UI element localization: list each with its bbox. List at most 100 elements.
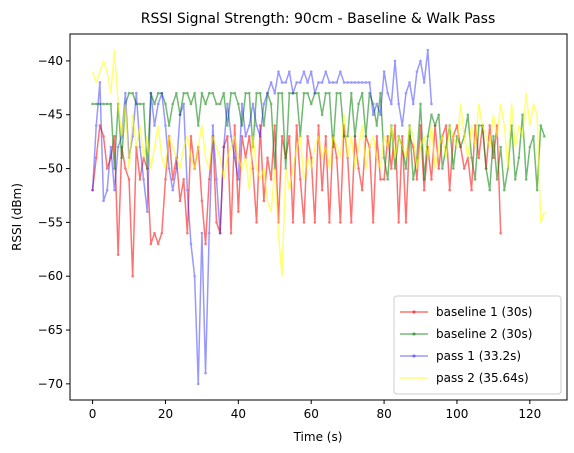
- data-point: [218, 102, 222, 106]
- data-point: [240, 124, 244, 127]
- data-point: [517, 156, 521, 160]
- data-point: [375, 124, 379, 127]
- data-point: [182, 178, 185, 181]
- data-point: [94, 102, 98, 106]
- data-point: [535, 188, 539, 192]
- data-point: [455, 124, 459, 127]
- data-point: [320, 188, 324, 192]
- data-point: [342, 81, 346, 84]
- data-point: [277, 91, 280, 95]
- data-point: [448, 188, 451, 192]
- data-point: [229, 134, 233, 138]
- data-point: [426, 48, 430, 52]
- data-point: [240, 102, 244, 106]
- data-point: [113, 167, 116, 170]
- data-point: [488, 188, 492, 192]
- x-axis: 0 20 40 60 80 100 120: [89, 400, 541, 421]
- data-point: [288, 70, 291, 73]
- data-point: [91, 188, 94, 192]
- data-point: [262, 102, 266, 106]
- data-point: [513, 178, 517, 181]
- data-point: [193, 274, 196, 278]
- data-point: [320, 81, 324, 84]
- data-point: [437, 167, 441, 170]
- data-point: [375, 134, 379, 138]
- data-point: [255, 124, 258, 127]
- data-point: [131, 134, 134, 138]
- data-point: [153, 124, 156, 127]
- data-point: [353, 134, 357, 138]
- data-point: [309, 70, 313, 73]
- data-point: [484, 167, 488, 170]
- data-point: [324, 70, 328, 73]
- data-point: [452, 167, 455, 170]
- data-point: [382, 70, 386, 73]
- data-point: [105, 167, 109, 170]
- data-point: [196, 124, 200, 127]
- x-tick-label: 120: [518, 407, 541, 421]
- data-point: [222, 145, 226, 149]
- data-point: [302, 91, 306, 95]
- data-point: [233, 124, 236, 127]
- data-point: [109, 145, 113, 149]
- data-point: [306, 134, 309, 138]
- data-point: [309, 156, 313, 160]
- data-point: [258, 91, 262, 95]
- data-point: [404, 167, 408, 170]
- data-point: [473, 124, 477, 127]
- data-point: [375, 102, 379, 106]
- data-point: [521, 113, 524, 117]
- data-point: [295, 81, 298, 84]
- plot-area: [91, 48, 546, 386]
- data-point: [302, 70, 306, 73]
- data-point: [346, 134, 349, 138]
- data-point: [124, 167, 127, 170]
- data-point: [280, 91, 284, 95]
- data-point: [313, 221, 317, 224]
- data-point: [149, 242, 153, 246]
- data-point: [262, 199, 266, 203]
- data-point: [524, 178, 528, 181]
- data-point: [171, 102, 175, 106]
- data-point: [357, 102, 360, 106]
- data-point: [313, 91, 317, 95]
- data-point: [145, 167, 149, 170]
- data-point: [371, 102, 375, 106]
- data-point: [386, 134, 390, 138]
- data-point: [360, 188, 364, 192]
- data-point: [109, 156, 113, 160]
- data-point: [543, 134, 546, 138]
- data-point: [178, 113, 182, 117]
- legend-label: baseline 1 (30s): [436, 305, 532, 319]
- data-point: [280, 81, 284, 84]
- legend-entry: pass 2 (35.64s): [400, 371, 529, 385]
- data-point: [317, 124, 320, 127]
- data-point: [135, 91, 138, 95]
- data-point: [149, 91, 153, 95]
- data-point: [390, 167, 393, 170]
- data-point: [462, 167, 466, 170]
- data-point: [357, 167, 360, 170]
- data-point: [116, 253, 120, 256]
- y-tick-label: −40: [38, 54, 63, 68]
- data-point: [131, 91, 134, 95]
- data-point: [342, 134, 346, 138]
- data-point: [255, 221, 258, 224]
- data-point: [204, 371, 207, 375]
- data-point: [105, 188, 109, 192]
- data-point: [393, 59, 397, 63]
- data-point: [244, 134, 247, 138]
- data-point: [153, 231, 156, 235]
- data-point: [98, 102, 102, 106]
- data-point: [164, 102, 167, 106]
- data-point: [291, 91, 295, 95]
- data-point: [422, 178, 426, 181]
- data-point: [138, 145, 142, 149]
- data-point: [335, 156, 339, 160]
- data-point: [349, 221, 353, 224]
- data-point: [393, 124, 397, 127]
- data-point: [237, 210, 240, 213]
- data-point: [189, 242, 193, 246]
- y-axis-label: RSSI (dBm): [10, 183, 24, 251]
